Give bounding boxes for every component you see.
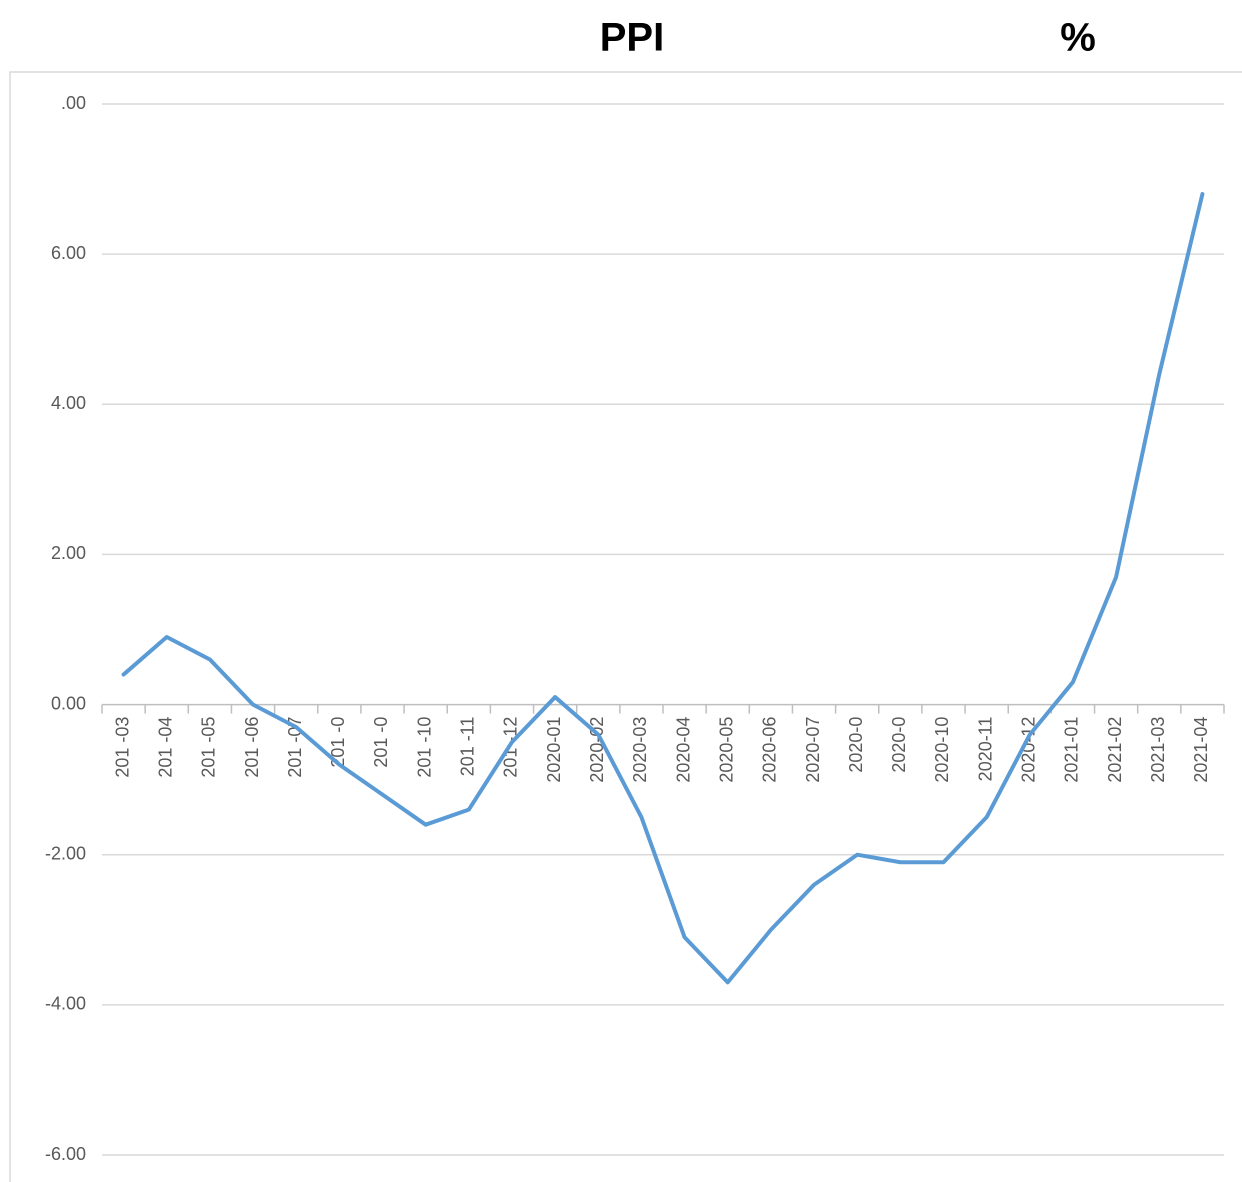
x-tick-label: 2020-0 (846, 717, 866, 773)
x-tick-label: 2020-05 (716, 717, 736, 783)
x-tick-label: 201 -0 (328, 717, 348, 768)
x-tick-label: 2020-07 (803, 717, 823, 783)
x-tick-label: 201 -05 (199, 717, 219, 778)
x-tick-label: 2020-11 (975, 717, 995, 782)
x-tick-label: 201 -04 (155, 717, 175, 778)
x-tick-label: 201 -06 (242, 717, 262, 778)
y-tick-label: -2.00 (45, 843, 86, 863)
x-tick-label: 201 -10 (414, 717, 434, 778)
x-tick-label: 2020-01 (544, 717, 564, 783)
x-tick-label: 2021-01 (1062, 717, 1082, 783)
y-tick-label: .00 (61, 93, 86, 113)
x-tick-label: 2021-03 (1148, 717, 1168, 783)
y-tick-label: 2.00 (51, 543, 86, 563)
x-tick-label: 2020-02 (587, 717, 607, 783)
x-tick-label: 2020-0 (889, 717, 909, 773)
chart-title-unit: % (1060, 16, 1096, 60)
y-tick-label: 6.00 (51, 243, 86, 263)
chart-frame (9, 71, 1242, 1182)
x-tick-label: 2020-10 (932, 717, 952, 783)
x-tick-label: 2020-04 (673, 717, 693, 783)
y-tick-label: 0.00 (51, 693, 86, 713)
x-tick-label: 201 -0 (371, 717, 391, 768)
x-tick-label: 201 -03 (112, 717, 132, 778)
x-tick-label: 201 -11 (458, 717, 478, 777)
y-tick-label: -6.00 (45, 1144, 86, 1164)
x-tick-label: 2021-02 (1105, 717, 1125, 783)
x-tick-label: 2021-04 (1191, 717, 1211, 783)
y-tick-label: 4.00 (51, 393, 86, 413)
chart-title: PPI (600, 16, 664, 60)
y-tick-label: -4.00 (45, 994, 86, 1014)
x-tick-label: 2020-03 (630, 717, 650, 783)
x-tick-label: 2020-06 (760, 717, 780, 783)
data-line (121, 192, 1205, 985)
